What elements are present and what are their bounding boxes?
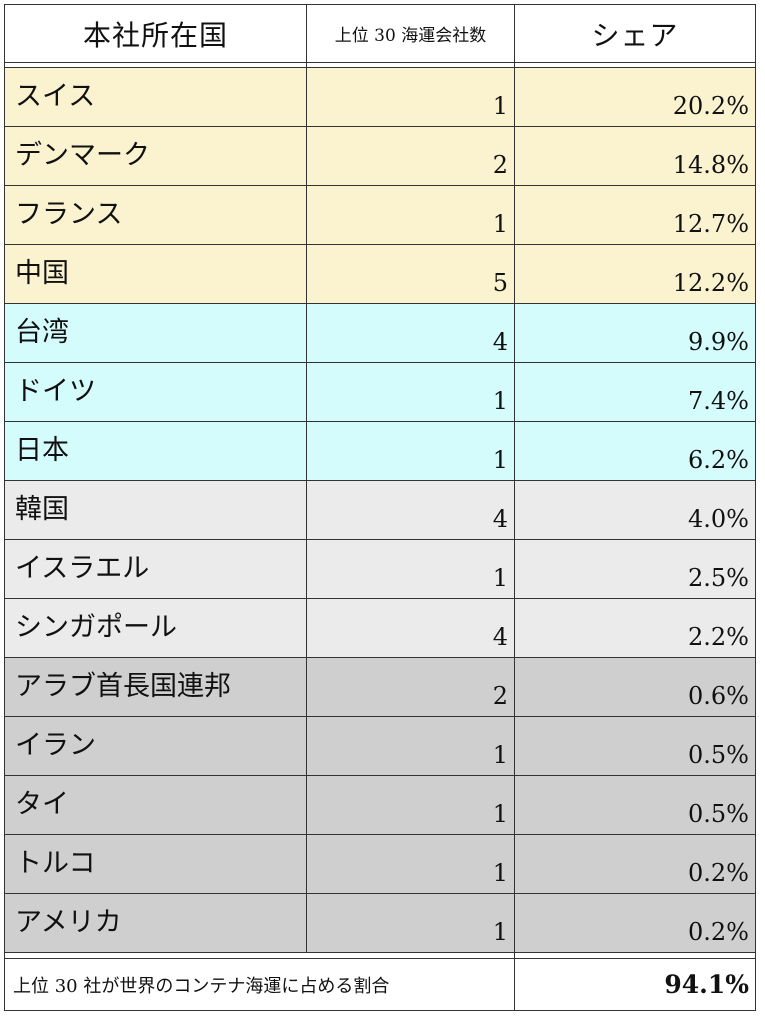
- count-cell: 2: [306, 126, 515, 186]
- share-cell: 9.9%: [514, 303, 756, 363]
- count-cell: 1: [306, 539, 515, 599]
- table-row: アメリカ 1 0.2%: [4, 893, 756, 953]
- header-country: 本社所在国: [4, 4, 307, 63]
- count-cell: 1: [306, 893, 515, 953]
- country-cell: 中国: [4, 244, 307, 304]
- count-cell: 1: [306, 716, 515, 776]
- share-cell: 4.0%: [514, 480, 756, 540]
- table-row: シンガポール 4 2.2%: [4, 598, 756, 658]
- table-body: スイス 1 20.2% デンマーク 2 14.8% フランス 1 12.7% 中国 5 12.2% 台湾…: [4, 67, 756, 953]
- table-row: 韓国 4 4.0%: [4, 480, 756, 540]
- table-row: ドイツ 1 7.4%: [4, 362, 756, 422]
- share-cell: 14.8%: [514, 126, 756, 186]
- country-cell: タイ: [4, 775, 307, 835]
- country-cell: アメリカ: [4, 893, 307, 953]
- share-cell: 0.2%: [514, 834, 756, 894]
- share-cell: 12.2%: [514, 244, 756, 304]
- count-cell: 4: [306, 303, 515, 363]
- total-label: 上位 30 社が世界のコンテナ海運に占める割合: [4, 958, 515, 1011]
- total-value: 94.1%: [514, 958, 756, 1011]
- count-cell: 1: [306, 185, 515, 245]
- count-cell: 2: [306, 657, 515, 717]
- share-cell: 20.2%: [514, 67, 756, 127]
- country-cell: イラン: [4, 716, 307, 776]
- count-cell: 4: [306, 480, 515, 540]
- country-cell: ドイツ: [4, 362, 307, 422]
- share-cell: 6.2%: [514, 421, 756, 481]
- count-cell: 4: [306, 598, 515, 658]
- table-row: アラブ首長国連邦 2 0.6%: [4, 657, 756, 717]
- table-header-row: 本社所在国 上位 30 海運会社数 シェア: [4, 4, 756, 63]
- country-cell: 韓国: [4, 480, 307, 540]
- share-cell: 0.2%: [514, 893, 756, 953]
- country-cell: アラブ首長国連邦: [4, 657, 307, 717]
- header-share: シェア: [514, 4, 756, 63]
- share-cell: 2.2%: [514, 598, 756, 658]
- country-cell: デンマーク: [4, 126, 307, 186]
- table-row: トルコ 1 0.2%: [4, 834, 756, 894]
- table-row: 日本 1 6.2%: [4, 421, 756, 481]
- count-cell: 1: [306, 421, 515, 481]
- count-cell: 5: [306, 244, 515, 304]
- share-cell: 7.4%: [514, 362, 756, 422]
- country-cell: シンガポール: [4, 598, 307, 658]
- table-row: 中国 5 12.2%: [4, 244, 756, 304]
- count-cell: 1: [306, 362, 515, 422]
- table-row: 台湾 4 9.9%: [4, 303, 756, 363]
- table-row: スイス 1 20.2%: [4, 67, 756, 127]
- country-cell: 台湾: [4, 303, 307, 363]
- count-cell: 1: [306, 67, 515, 127]
- country-cell: 日本: [4, 421, 307, 481]
- count-cell: 1: [306, 775, 515, 835]
- country-cell: スイス: [4, 67, 307, 127]
- table-row: タイ 1 0.5%: [4, 775, 756, 835]
- header-count: 上位 30 海運会社数: [306, 4, 515, 63]
- table-row: イスラエル 1 2.5%: [4, 539, 756, 599]
- share-cell: 12.7%: [514, 185, 756, 245]
- share-table: 本社所在国 上位 30 海運会社数 シェア スイス 1 20.2% デンマーク 2 14.…: [4, 4, 756, 1011]
- share-cell: 0.5%: [514, 716, 756, 776]
- table-row: イラン 1 0.5%: [4, 716, 756, 776]
- share-cell: 0.5%: [514, 775, 756, 835]
- country-cell: フランス: [4, 185, 307, 245]
- table-row: フランス 1 12.7%: [4, 185, 756, 245]
- table-row: デンマーク 2 14.8%: [4, 126, 756, 186]
- share-cell: 2.5%: [514, 539, 756, 599]
- country-cell: イスラエル: [4, 539, 307, 599]
- total-row: 上位 30 社が世界のコンテナ海運に占める割合 94.1%: [4, 958, 756, 1011]
- country-cell: トルコ: [4, 834, 307, 894]
- share-cell: 0.6%: [514, 657, 756, 717]
- count-cell: 1: [306, 834, 515, 894]
